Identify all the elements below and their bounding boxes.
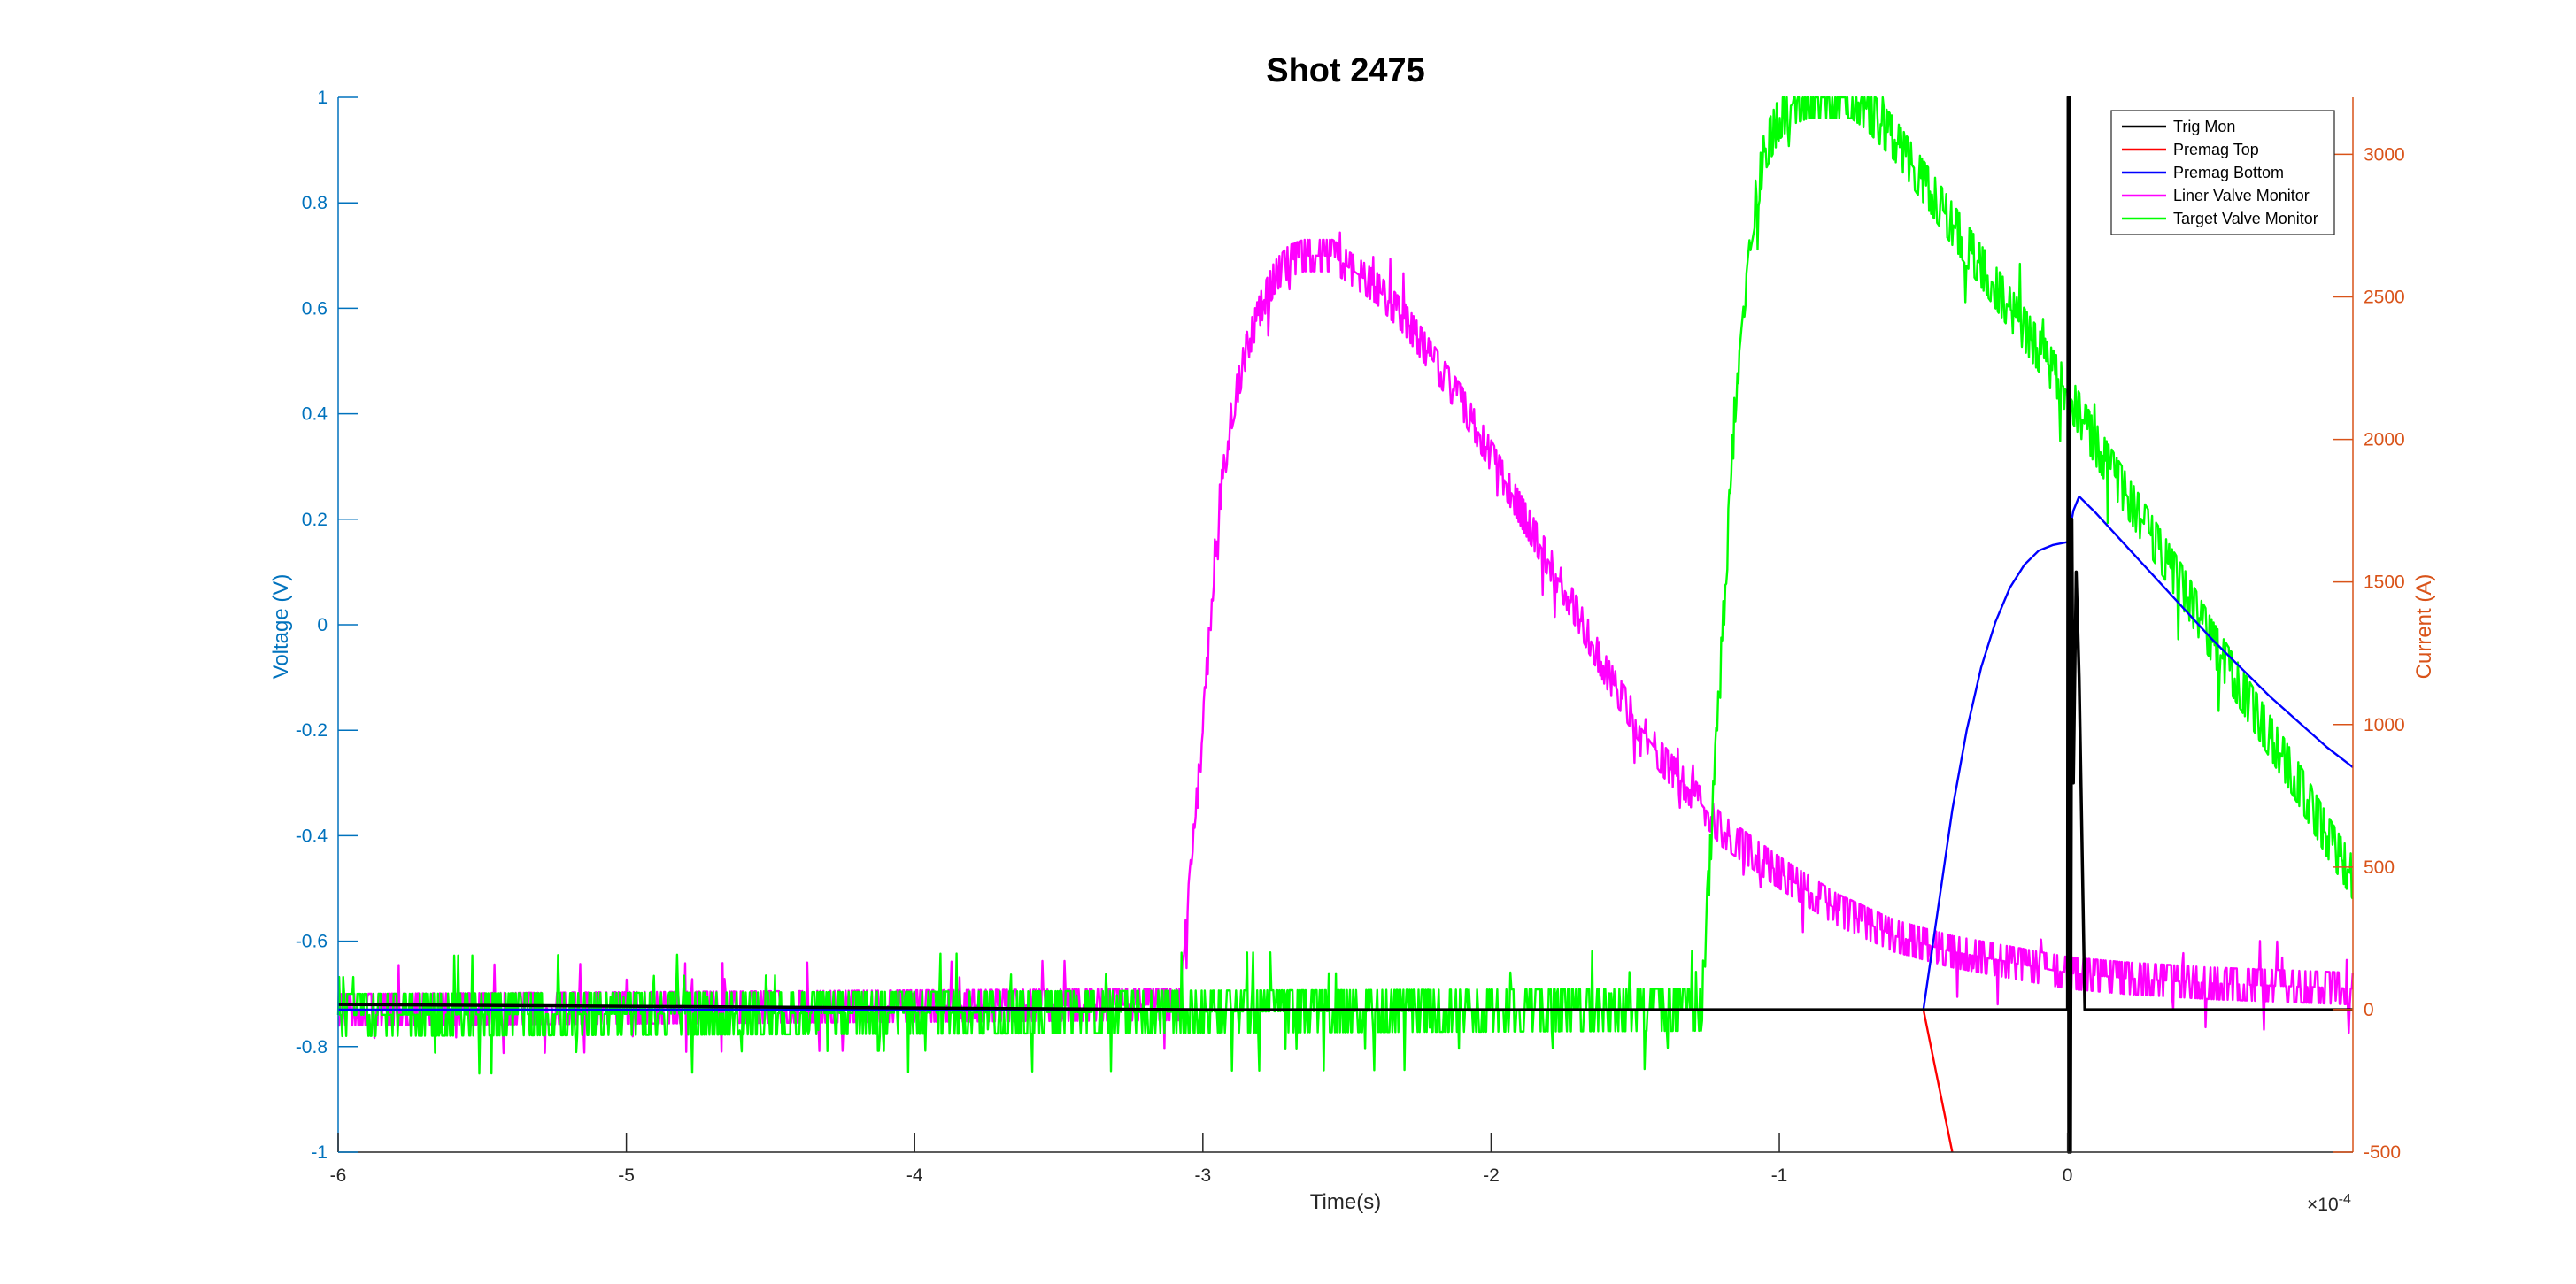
- y-tick-label-right: 500: [2364, 857, 2395, 878]
- y-tick-label-right: 1500: [2364, 573, 2405, 593]
- x-axis-label: Time(s): [1310, 1190, 1381, 1214]
- x-tick-label: -4: [906, 1165, 923, 1186]
- y-tick-label-left: 0.8: [302, 193, 328, 213]
- x-axis-exponent: ×10-4: [2307, 1192, 2351, 1215]
- x-exponent-base: ×10: [2307, 1195, 2339, 1215]
- y-axis-label-right: Current (A): [2412, 574, 2436, 680]
- y-tick-label-right: 2000: [2364, 430, 2405, 450]
- legend-label-target-valve-monitor: Target Valve Monitor: [2173, 210, 2318, 227]
- x-tick-label: -1: [1771, 1165, 1788, 1186]
- x-tick-label: -2: [1483, 1165, 1500, 1186]
- y-tick-label-left: 0: [317, 615, 328, 635]
- x-tick-label: -5: [618, 1165, 635, 1186]
- y-tick-label-left: 0.4: [302, 404, 328, 425]
- y-tick-label-right: 3000: [2364, 144, 2405, 165]
- legend-label-premag-top: Premag Top: [2173, 141, 2259, 158]
- y-tick-label-left: -0.6: [296, 932, 328, 952]
- legend-label-liner-valve-monitor: Liner Valve Monitor: [2173, 187, 2310, 204]
- y-tick-label-right: -500: [2364, 1142, 2401, 1163]
- y-tick-label-left: 0.6: [302, 298, 328, 319]
- series-layer: [336, 96, 2354, 1154]
- x-tick-label: 0: [2063, 1165, 2073, 1186]
- y-tick-label-left: 1: [317, 88, 328, 108]
- y-tick-label-left: -0.4: [296, 826, 328, 846]
- series-line-target-valve-monitor: [336, 96, 2354, 1075]
- legend: Trig Mon Premag Top Premag Bottom Liner Val…: [2110, 110, 2335, 235]
- y-tick-label-left: -0.8: [296, 1037, 328, 1057]
- svg-text:×10-4: ×10-4: [2307, 1192, 2351, 1215]
- x-tick-label: -3: [1194, 1165, 1211, 1186]
- legend-label-premag-bottom: Premag Bottom: [2173, 164, 2284, 181]
- y-tick-label-left: -1: [311, 1142, 328, 1163]
- axes-layer: -6 -5 -4 -3 -2 -1 0 -1 -0.8 -0.6 -0.4 -0.2 0 0.2 0.4 0.…: [296, 88, 2405, 1186]
- series-line-premag-top: [1922, 1009, 1954, 1153]
- legend-label-trig-mon: Trig Mon: [2173, 118, 2235, 135]
- y-tick-label-right: 2500: [2364, 288, 2405, 308]
- y-tick-label-left: 0.2: [302, 510, 328, 530]
- y-tick-label-left: -0.2: [296, 720, 328, 741]
- y-axis-label-left: Voltage (V): [269, 574, 293, 680]
- chart-title: Shot 2475: [1266, 52, 1425, 89]
- y-tick-label-right: 1000: [2364, 715, 2405, 735]
- series-line-premag-bottom: [338, 495, 2354, 1011]
- series-line-trig-mon: [337, 96, 2353, 1154]
- x-exponent-power: -4: [2339, 1192, 2351, 1207]
- x-tick-label: -6: [330, 1165, 347, 1186]
- y-tick-label-right: 0: [2364, 1000, 2374, 1020]
